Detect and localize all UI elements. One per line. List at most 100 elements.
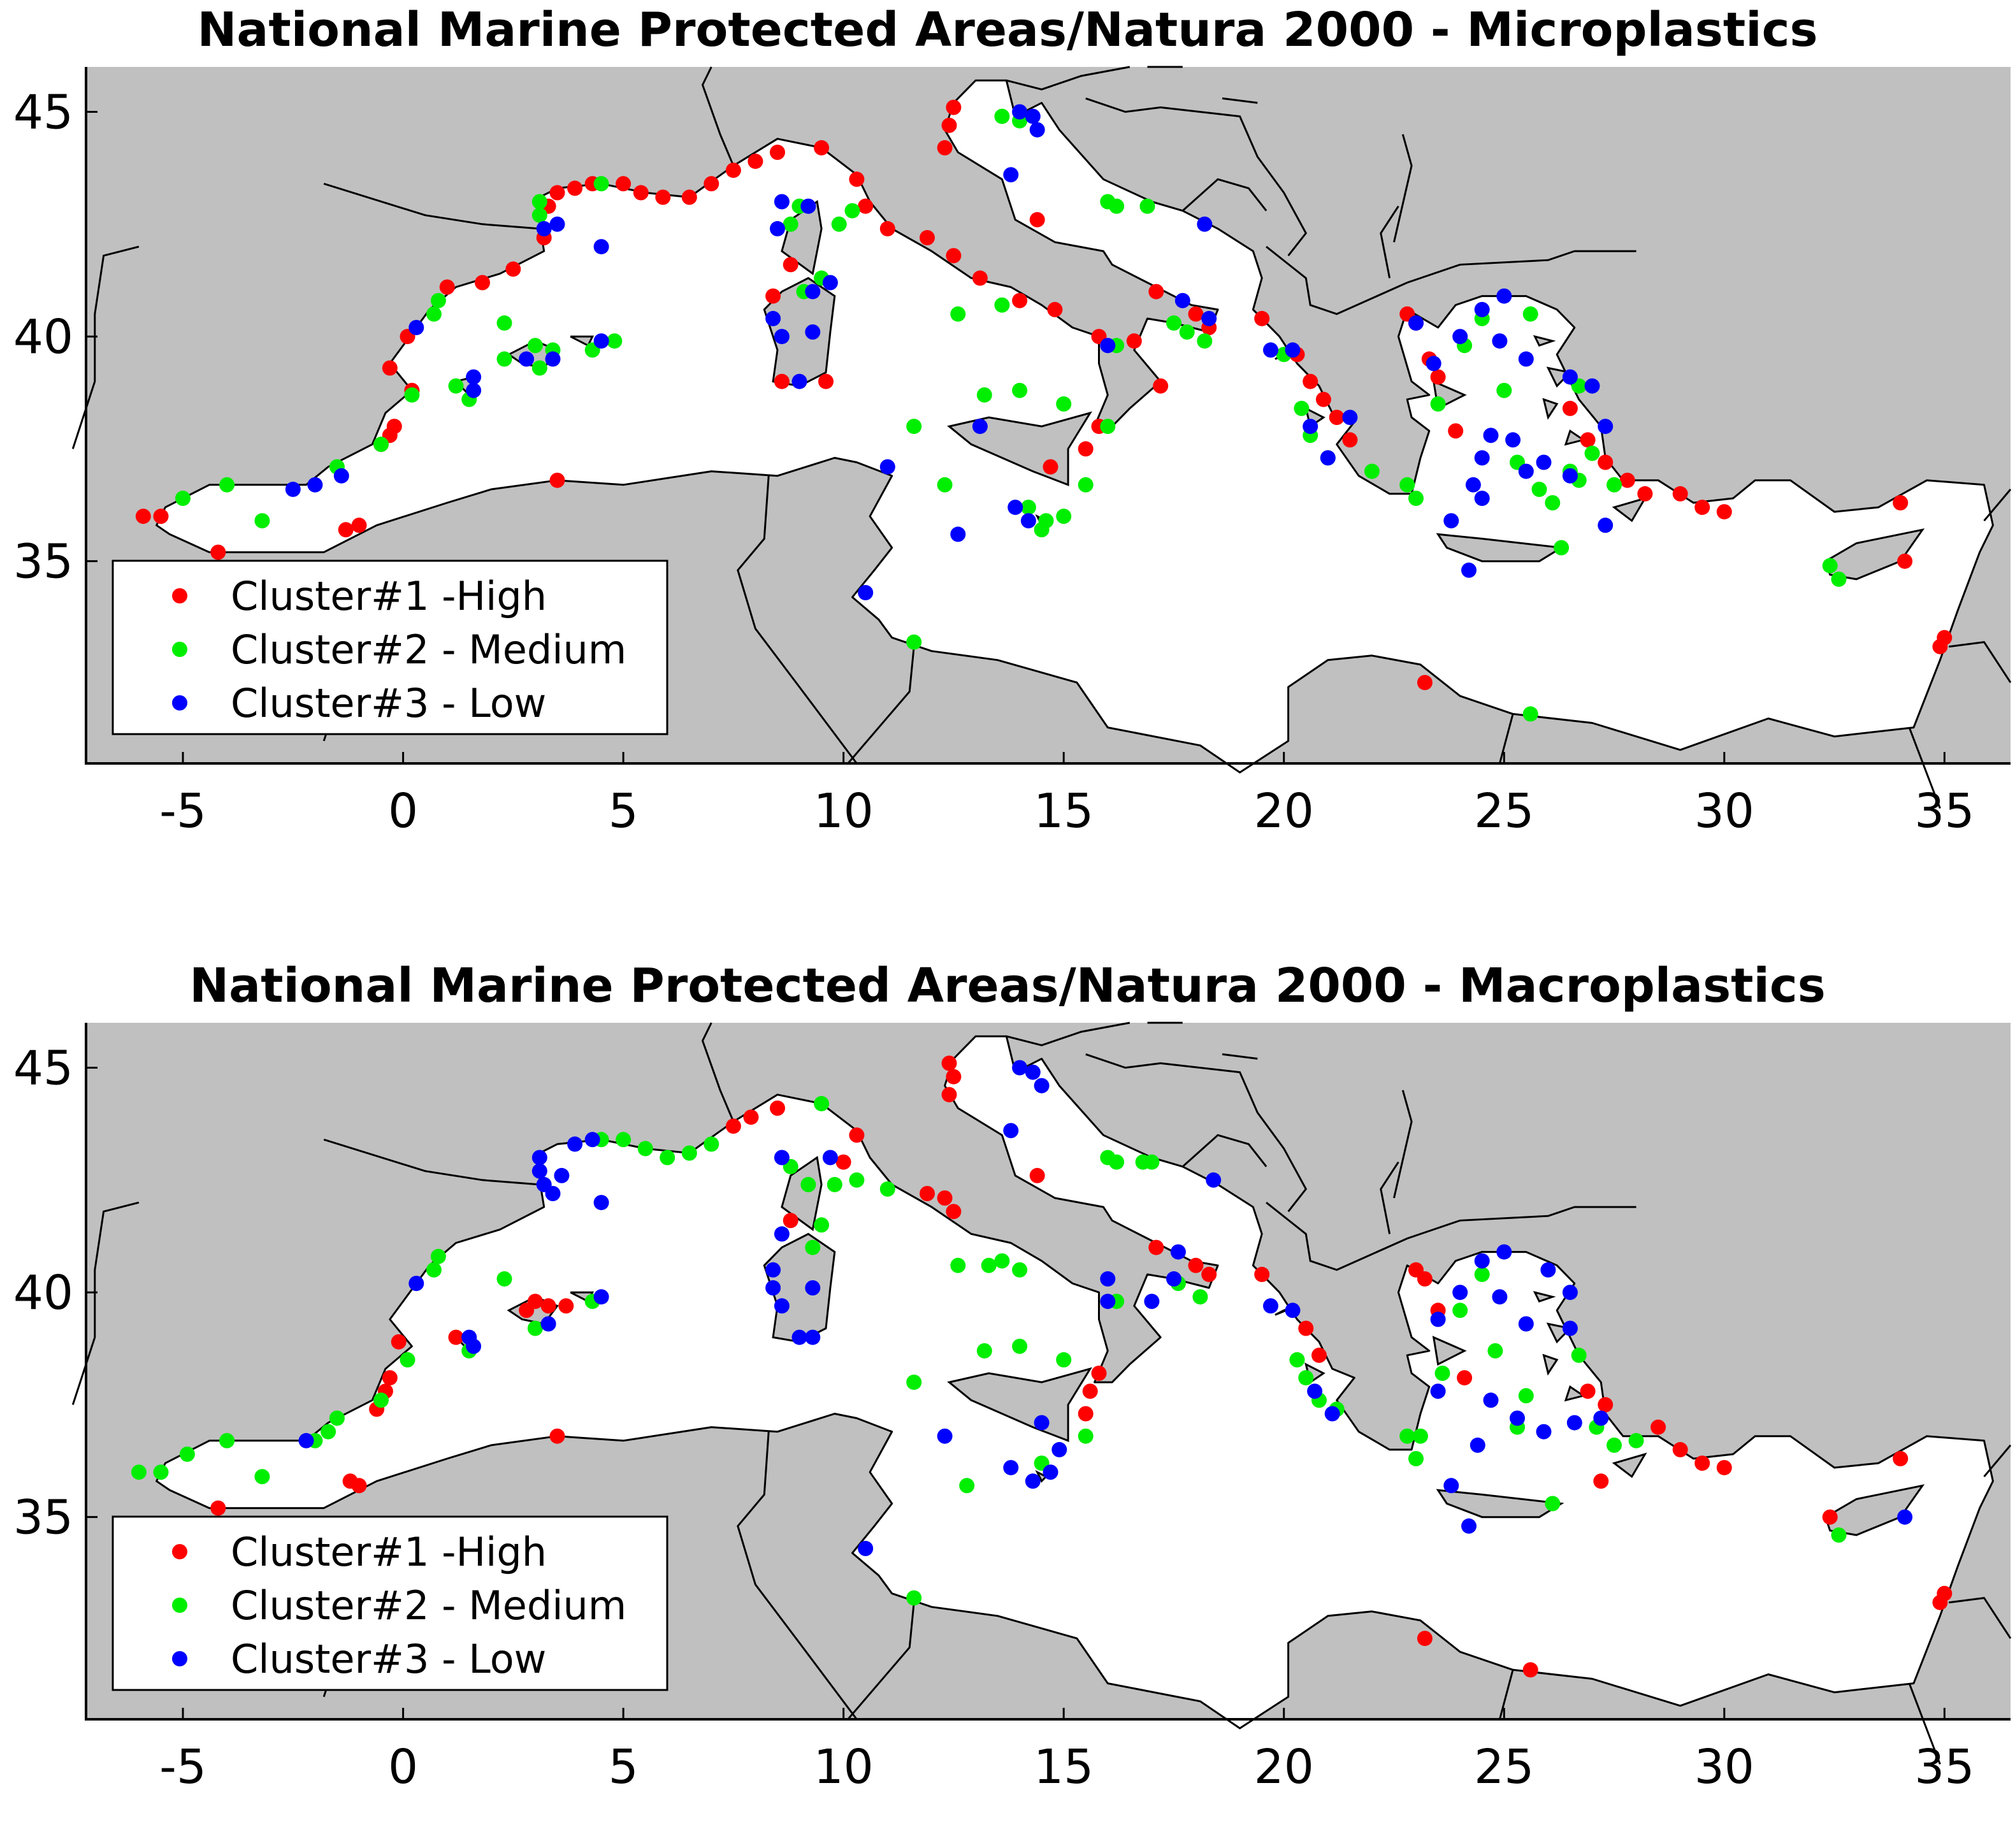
cluster-2-marker [1056,396,1072,412]
x-tick-label: 15 [1034,1740,1094,1794]
country-border [1380,1161,1399,1234]
cluster-2-marker [1399,477,1415,493]
cluster-1-marker [946,99,962,115]
x-tick-label: 5 [609,1740,639,1794]
cluster-3-marker [1166,1271,1181,1287]
country-border [1908,727,1941,809]
cluster-3-marker [1025,108,1041,124]
cluster-1-marker [1457,1370,1473,1386]
cluster-2-marker [1012,382,1028,398]
cluster-1-marker [1047,301,1063,317]
cluster-2-marker [616,1132,632,1148]
cluster-1-marker [153,509,169,524]
cluster-1-marker [1430,369,1446,385]
y-tick-label: 40 [13,1266,73,1320]
cluster-2-marker [994,297,1010,313]
cluster-2-marker [976,1343,992,1359]
cluster-1-marker [1254,310,1270,326]
cluster-3-marker [1342,410,1358,425]
cluster-1-marker [770,1101,785,1116]
legend-label: Cluster#3 - Low [231,680,546,726]
legend-marker [172,588,187,603]
cluster-3-marker [1100,338,1116,354]
cluster-3-marker [549,216,565,232]
cluster-3-marker [765,1262,781,1278]
cluster-1-marker [1822,1509,1838,1525]
cluster-3-marker [1593,1410,1609,1426]
cluster-2-marker [430,292,446,308]
cluster-2-marker [1474,1266,1490,1282]
legend-label: Cluster#2 - Medium [231,626,626,673]
cluster-2-marker [607,333,623,349]
country-border [701,66,735,166]
country-border [847,1602,915,1720]
cluster-1-marker [937,1190,953,1206]
cluster-2-marker [827,1176,842,1192]
cluster-1-marker [783,257,798,273]
cluster-1-marker [1311,1347,1327,1363]
cluster-2-marker [1038,513,1054,529]
cluster-1-marker [1029,1167,1045,1183]
cluster-2-marker [219,477,235,493]
cluster-3-marker [822,1150,838,1166]
y-tick-label: 45 [13,1041,73,1096]
country-border [737,475,858,764]
cluster-2-marker [1109,198,1125,214]
cluster-1-marker [725,1118,741,1134]
cluster-2-marker [1192,1289,1208,1305]
cluster-1-marker [946,1204,962,1220]
cluster-3-marker [1051,1441,1067,1457]
cluster-3-marker [584,1132,600,1148]
cluster-1-marker [1593,1473,1609,1489]
cluster-3-marker [1320,450,1336,466]
cluster-3-marker [805,324,821,340]
cluster-1-marker [1315,391,1331,407]
cluster-2-marker [426,306,442,322]
cluster-3-marker [519,351,535,367]
cluster-3-marker [1285,1303,1301,1318]
cluster-2-marker [1012,1262,1028,1278]
cluster-3-marker [285,481,301,497]
cluster-2-marker [814,1217,830,1233]
cluster-3-marker [554,1167,570,1183]
cluster-1-marker [1012,292,1028,308]
cluster-3-marker [1496,1244,1512,1260]
cluster-3-marker [1584,378,1600,394]
cluster-3-marker [1034,1078,1050,1094]
cluster-1-marker [941,117,957,133]
legend-marker [172,1544,187,1559]
cluster-1-marker [818,373,834,389]
island [1436,1489,1564,1519]
cluster-1-marker [1580,1383,1596,1399]
country-border [1949,1596,2012,1639]
cluster-2-marker [496,315,512,331]
cluster-1-marker [937,140,953,155]
cluster-1-marker [1580,432,1596,448]
cluster-1-marker [858,198,874,214]
cluster-1-marker [879,220,895,236]
cluster-3-marker [1324,1406,1340,1422]
cluster-1-marker [1417,1271,1433,1287]
country-border [1393,1090,1413,1199]
cluster-1-marker [1694,500,1710,516]
country-border [323,182,540,230]
cluster-3-marker [1020,513,1036,529]
cluster-1-marker [567,180,583,196]
cluster-2-marker [254,1469,270,1485]
country-border [1393,134,1413,243]
cluster-3-marker [1025,1473,1041,1489]
island [570,335,595,347]
cluster-1-marker [1932,1594,1948,1610]
cluster-3-marker [1492,1289,1508,1305]
country-border [701,1022,735,1122]
country-border [737,1431,858,1720]
cluster-2-marker [321,1424,336,1440]
cluster-3-marker [1474,1253,1490,1269]
cluster-2-marker [1197,333,1213,349]
x-tick-label: 5 [609,784,639,839]
x-tick-label: 20 [1254,784,1314,839]
island [1035,1469,1048,1483]
country-border [1380,205,1399,278]
cluster-2-marker [1078,1428,1094,1444]
legend-label: Cluster#2 - Medium [231,1582,626,1629]
